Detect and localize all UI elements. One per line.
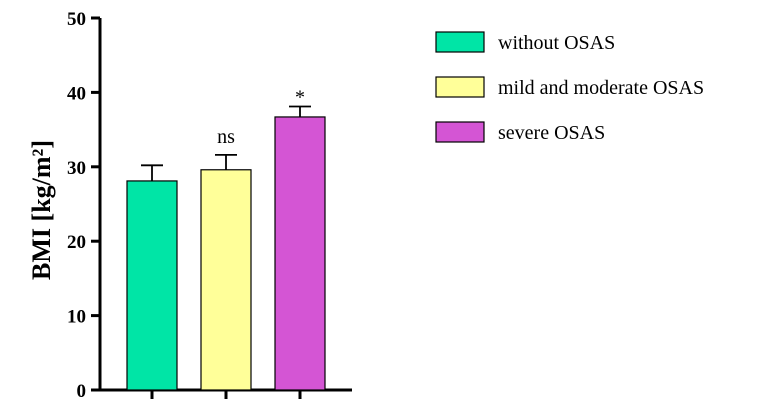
legend: without OSAS mild and moderate OSAS severe… [435,31,704,144]
legend-label: severe OSAS [498,122,605,144]
bar [274,116,326,391]
legend-swatch [435,76,485,98]
x-axis [98,388,352,399]
significance-label: ns [217,126,235,148]
y-axis: 0 10 20 30 40 50 [67,9,102,402]
bar [126,180,178,391]
legend-swatch [435,121,485,143]
legend-label: mild and moderate OSAS [498,77,704,99]
y-tick-label: 0 [77,381,87,402]
legend-swatch [435,31,485,53]
legend-label: without OSAS [498,32,615,54]
bar [200,169,252,391]
bars: ns * [126,87,326,391]
y-tick-label: 40 [67,83,86,104]
y-tick-label: 30 [67,158,86,179]
y-tick-label: 50 [67,9,86,30]
y-tick-label: 10 [67,307,86,328]
significance-label: * [295,87,305,109]
y-axis-label: BMI [kg/m²] [27,140,56,280]
y-tick-label: 20 [67,232,86,253]
